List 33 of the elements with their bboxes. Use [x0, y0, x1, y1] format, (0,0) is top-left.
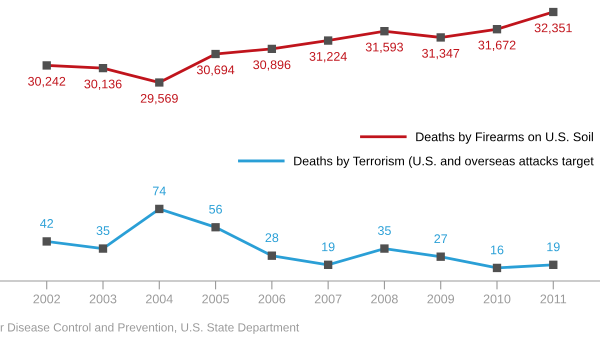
data-label: 35 — [378, 226, 391, 236]
data-label: 16 — [491, 245, 504, 254]
data-label: 32,351 — [534, 23, 572, 34]
x-tick-label: 2006 — [258, 294, 286, 304]
legend-label: Deaths by Firearms on U.S. Soil — [416, 132, 593, 144]
data-label: 30,136 — [84, 80, 122, 90]
data-label: 29,569 — [140, 94, 178, 104]
data-label: 28 — [266, 233, 278, 242]
data-label: 30,694 — [196, 65, 234, 76]
data-label: 35 — [96, 226, 110, 236]
x-tick-label: 2005 — [202, 294, 229, 304]
x-tick-label: 2002 — [33, 294, 60, 304]
data-label: 42 — [40, 219, 54, 228]
data-label: 19 — [547, 242, 560, 252]
x-tick-label: 2007 — [314, 294, 342, 304]
data-label: 27 — [434, 234, 448, 244]
x-tick-label: 2008 — [371, 294, 398, 304]
legend-label: Deaths by Terrorism (U.S. and overseas attacks target — [294, 156, 594, 168]
data-label: 31,347 — [422, 48, 460, 60]
data-label: 31,593 — [366, 42, 403, 53]
x-tick-label: 2011 — [540, 294, 566, 304]
data-label: 19 — [322, 242, 335, 252]
data-label: 30,896 — [253, 60, 290, 71]
data-label: 31,672 — [478, 40, 516, 51]
data-label: 56 — [209, 204, 222, 214]
x-tick-label: 2004 — [146, 294, 173, 304]
x-tick-label: 2009 — [427, 294, 454, 304]
x-tick-label: 2003 — [90, 294, 116, 304]
text: r Disease Control and Prevention, U.S. State Department — [0, 322, 300, 334]
data-label: 74 — [152, 186, 166, 196]
x-tick-label: 2010 — [484, 294, 510, 304]
data-label: 30,242 — [28, 76, 66, 88]
data-label: 31,224 — [310, 52, 347, 62]
